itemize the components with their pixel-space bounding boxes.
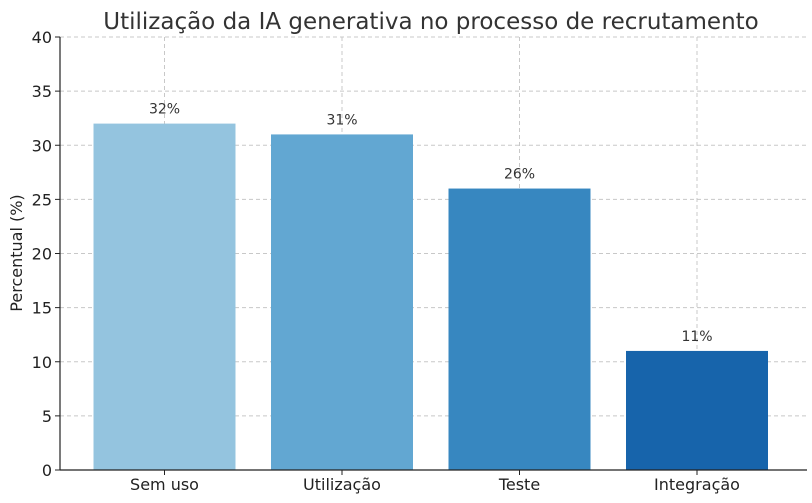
axes: 0 5 10 15 20 25 30 35 40 Sem uso Utilização Teste In… bbox=[32, 28, 807, 494]
data-label: 26% bbox=[504, 167, 535, 183]
data-labels: 32% 31% 26% 11% bbox=[149, 102, 713, 345]
y-tick-label: 10 bbox=[32, 353, 52, 372]
bar bbox=[448, 188, 591, 471]
y-tick-label: 0 bbox=[42, 461, 52, 480]
x-tick-label: Sem uso bbox=[130, 475, 199, 494]
y-tick-label: 40 bbox=[32, 28, 52, 47]
y-tick-label: 25 bbox=[32, 190, 52, 209]
bar bbox=[271, 134, 413, 471]
bar bbox=[93, 123, 236, 470]
chart-title: Utilização da IA generativa no processo … bbox=[103, 9, 759, 35]
y-tick-label: 35 bbox=[32, 82, 52, 101]
bars bbox=[93, 123, 768, 471]
bar bbox=[626, 350, 768, 470]
y-tick-label: 5 bbox=[42, 407, 52, 426]
x-tick-label: Teste bbox=[498, 475, 540, 494]
y-tick-label: 20 bbox=[32, 245, 52, 264]
data-label: 11% bbox=[681, 329, 712, 345]
x-tick-label: Utilização bbox=[303, 475, 381, 494]
y-tick-label: 30 bbox=[32, 136, 52, 155]
y-axis-label: Percentual (%) bbox=[7, 194, 26, 311]
y-tick-label: 15 bbox=[32, 299, 52, 318]
x-tick-label: Integração bbox=[654, 475, 740, 494]
data-label: 31% bbox=[326, 112, 357, 128]
data-label: 32% bbox=[149, 102, 180, 118]
